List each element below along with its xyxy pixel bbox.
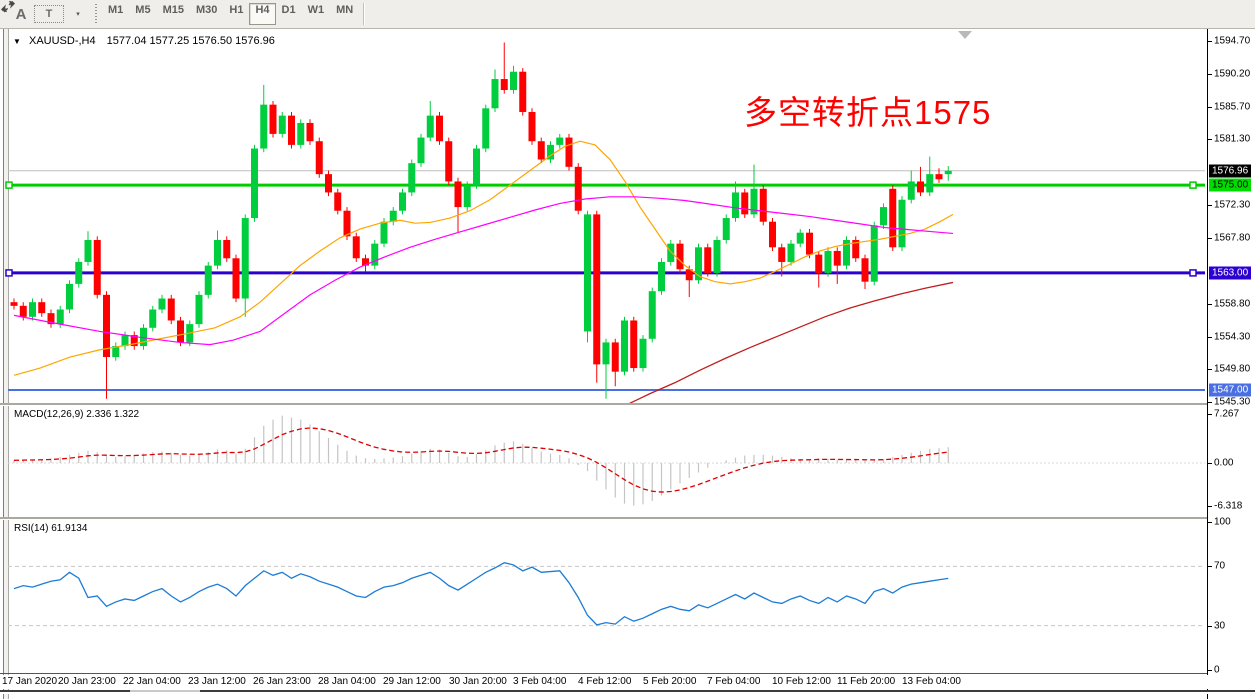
price-axis[interactable]: 1594.70 1590.20 1585.70 1581.30 1572.30 1567.… [1207, 29, 1255, 699]
collapse-triangle-icon[interactable]: ▼ [13, 37, 21, 46]
price-tick-label: 1585.70 [1214, 101, 1251, 113]
time-axis-label: 5 Feb 20:00 [643, 676, 697, 687]
macd-label: MACD(12,26,9) 2.336 1.322 [14, 409, 140, 420]
price-tick-label: 1590.20 [1214, 68, 1251, 80]
timeframe-button-m5[interactable]: M5 [135, 4, 151, 16]
rsi-tick-label: 0 [1214, 664, 1220, 676]
time-axis-label: 11 Feb 20:00 [837, 676, 896, 687]
rsi-tick-label: 100 [1214, 516, 1231, 528]
price-tick-label: 1545.30 [1214, 396, 1251, 408]
timeframe-button-m30[interactable]: M30 [195, 4, 218, 16]
macd-tick-label: 0.00 [1214, 457, 1234, 469]
time-axis-label: 30 Jan 20:00 [449, 676, 507, 687]
price-tick-label: 1572.30 [1214, 199, 1251, 211]
timeaxis-border [0, 673, 1255, 674]
price-badge-1575.00: 1575.00 [1209, 178, 1252, 192]
axis-tick-mark [1208, 625, 1212, 627]
axis-tick-mark [1208, 139, 1212, 141]
cursor-tool-button[interactable]: ▾ [1, 0, 88, 24]
axis-tick-mark [1208, 505, 1212, 507]
window-left-edge [3, 29, 9, 699]
timeframe-button-m1[interactable]: M1 [108, 4, 124, 16]
rsi-tick-label: 70 [1214, 560, 1226, 572]
time-axis-label: 3 Feb 04:00 [513, 676, 567, 687]
time-axis-label: 23 Jan 12:00 [188, 676, 246, 687]
axis-tick-mark [1208, 204, 1212, 206]
price-tick-label: 1581.30 [1214, 133, 1251, 145]
time-axis-label: 22 Jan 04:00 [123, 676, 181, 687]
text-box-tool-button[interactable]: T [34, 5, 64, 23]
price-tick-label: 1549.80 [1214, 363, 1251, 375]
chart-shift-marker[interactable] [958, 31, 972, 39]
rsi-splitter[interactable] [0, 517, 1255, 520]
timeframe-button-m15[interactable]: M15 [162, 4, 184, 16]
toolbar: A T ▾ M1 M5 M15 M30 H1 H4 D1 W1 MN [0, 0, 1255, 29]
price-badge-1563.00: 1563.00 [1209, 266, 1252, 280]
timeframe-button-h1[interactable]: H1 [229, 4, 244, 16]
time-axis-label: 13 Feb 04:00 [902, 676, 961, 687]
axis-tick-mark [1208, 106, 1212, 108]
timeframe-button-w1[interactable]: W1 [307, 4, 325, 16]
price-tick-label: 1594.70 [1214, 35, 1251, 47]
price-tick-label: 1558.80 [1214, 298, 1251, 310]
axis-tick-mark [1208, 566, 1212, 568]
chart-annotation-text[interactable]: 多空转折点1575 [744, 94, 992, 131]
timeframe-group: M1 M5 M15 M30 H1 H4 D1 W1 MN [102, 3, 359, 25]
timeframe-button-h4[interactable]: H4 [249, 3, 276, 25]
axis-tick-mark [1208, 369, 1212, 371]
chart-canvas[interactable] [0, 29, 1255, 699]
horizontal-scrollbar[interactable] [0, 690, 1255, 694]
time-axis-label: 17 Jan 2020 [2, 676, 58, 687]
toolbar-grip[interactable] [95, 4, 99, 24]
macd-tick-label: -6.318 [1214, 500, 1243, 512]
dropdown-caret-icon: ▾ [76, 11, 80, 18]
timeframe-button-d1[interactable]: D1 [281, 4, 296, 16]
timeframe-button-mn[interactable]: MN [336, 4, 354, 16]
axis-tick-mark [1208, 73, 1212, 75]
price-tick-label: 1554.30 [1214, 331, 1251, 343]
rsi-label: RSI(14) 61.9134 [14, 523, 88, 534]
text-label-tool-button[interactable]: A [15, 5, 27, 23]
macd-tick-label: 7.267 [1214, 408, 1240, 420]
axis-tick-mark [1208, 237, 1212, 239]
rsi-tick-label: 30 [1214, 620, 1226, 632]
scrollbar-thumb[interactable] [200, 690, 1255, 692]
axis-tick-mark [1208, 303, 1212, 305]
time-axis-label: 7 Feb 04:00 [707, 676, 761, 687]
time-axis-label: 28 Jan 04:00 [318, 676, 376, 687]
price-tick-label: 1567.80 [1214, 232, 1251, 244]
time-axis-label: 10 Feb 12:00 [772, 676, 831, 687]
toolbar-separator [363, 3, 365, 25]
macd-splitter[interactable] [0, 403, 1255, 406]
time-axis[interactable]: 17 Jan 2020 20 Jan 23:00 22 Jan 04:00 23 Ja… [0, 675, 1255, 689]
axis-tick-mark [1208, 670, 1212, 671]
chart-window: ▼ XAUUSD-,H4 1577.04 1577.25 1576.50 157… [0, 29, 1255, 699]
axis-tick-mark [1208, 413, 1212, 415]
axis-tick-mark [1208, 41, 1212, 42]
axis-tick-mark [1208, 522, 1212, 523]
scrollbar-segment [0, 690, 130, 692]
ohlc-values: 1577.04 1577.25 1576.50 1576.96 [106, 35, 275, 47]
time-axis-label: 4 Feb 12:00 [578, 676, 632, 687]
price-badge-1576.96: 1576.96 [1209, 164, 1252, 178]
axis-tick-mark [1208, 463, 1212, 464]
axis-tick-mark [1208, 336, 1212, 338]
scrollbar-track [130, 690, 200, 692]
axis-tick-mark [1208, 402, 1212, 404]
chart-header: ▼ XAUUSD-,H4 1577.04 1577.25 1576.50 157… [13, 35, 275, 47]
price-badge-1547.00: 1547.00 [1209, 383, 1252, 397]
time-axis-label: 29 Jan 12:00 [383, 676, 441, 687]
time-axis-label: 26 Jan 23:00 [253, 676, 311, 687]
time-axis-label: 20 Jan 23:00 [58, 676, 116, 687]
symbol-period-label: XAUUSD-,H4 [28, 35, 96, 47]
